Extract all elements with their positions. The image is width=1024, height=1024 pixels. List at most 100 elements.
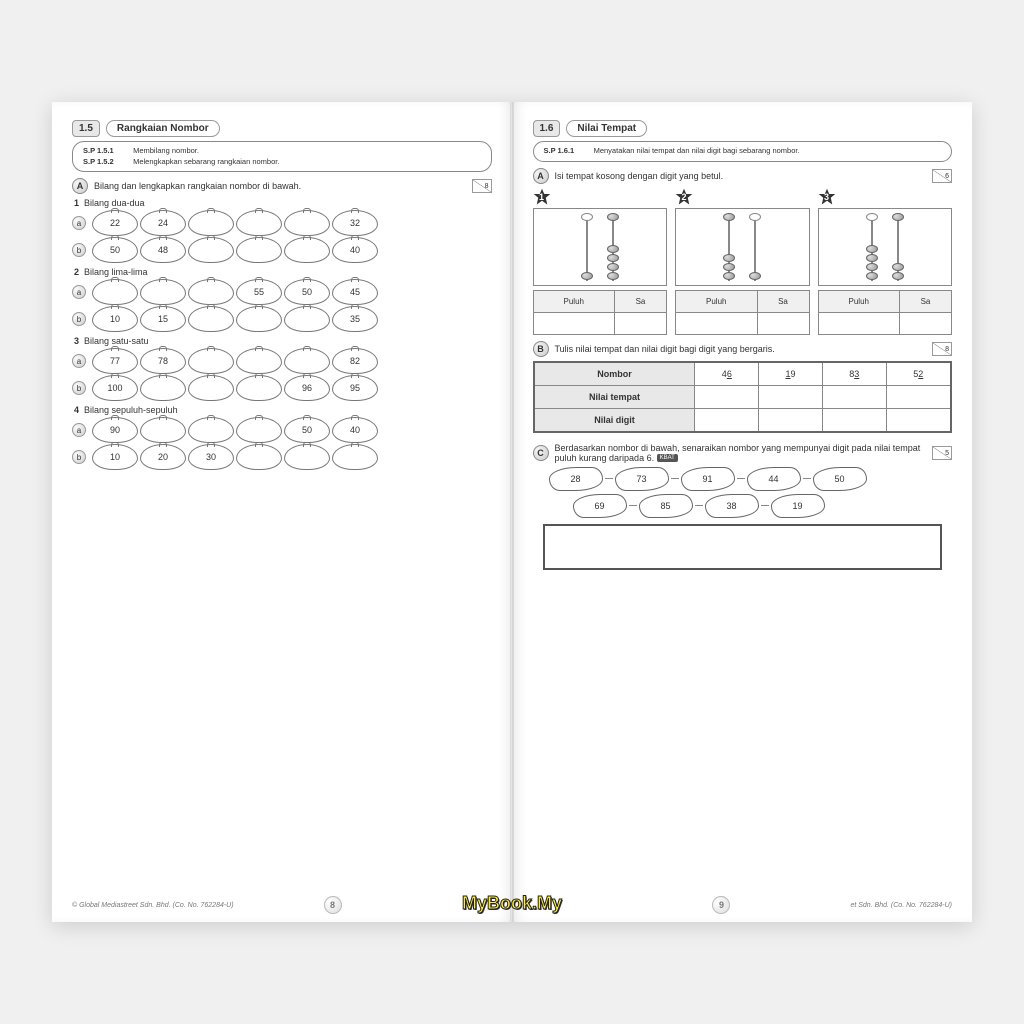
row-letter: b [72,450,86,464]
blank-cell [759,408,823,432]
number-shape: 22 [92,210,138,236]
standards-box: S.P 1.6.1 Menyatakan nilai tempat dan ni… [533,141,953,162]
number-shape [284,306,330,332]
row-letter: b [72,312,86,326]
blank-cell [676,312,758,334]
row-letter: a [72,354,86,368]
row-label: Nilai tempat [534,385,695,408]
header-cell: Puluh [676,290,758,312]
number-shape [236,417,282,443]
copyright: © Global Mediastreet Sdn. Bhd. (Co. No. … [72,902,234,909]
group-title: 1 Bilang dua-dua [74,198,492,208]
abacus-rod [722,213,736,281]
number-cell: 52 [886,362,951,386]
row-letter: b [72,243,86,257]
abacus-bead [866,213,878,221]
group-title: 3 Bilang satu-satu [74,336,492,346]
number-shape [236,237,282,263]
abacus-bead [581,272,593,280]
row-letter: a [72,285,86,299]
book-spread: 1.5 Rangkaian Nombor S.P 1.5.1 Membilang… [52,102,972,922]
task-a-header: A Isi tempat kosong dengan digit yang be… [533,168,953,184]
number-shape [188,306,234,332]
number-shape [188,279,234,305]
number-shape: 15 [140,306,186,332]
number-row: b1009695 [72,375,492,401]
abacus-bead [723,263,735,271]
blank-cell [886,408,951,432]
leaf-row: 2873914450 [549,467,953,491]
abacus-box [675,208,810,286]
number-shape [140,375,186,401]
watermark: MyBook.My [462,893,562,914]
section-title: Rangkaian Nombor [106,120,220,137]
number-shape [236,444,282,470]
task-instruction: Bilang dan lengkapkan rangkaian nombor d… [94,181,466,191]
number-shape: 50 [284,417,330,443]
page-number: 8 [324,896,342,914]
abacus-item: 1PuluhSa [533,188,668,335]
row-letter: b [72,381,86,395]
question-group: 1 Bilang dua-duaa222432b504840 [72,198,492,263]
leaf-shape: 73 [615,467,669,491]
page-footer: © Global Mediastreet Sdn. Bhd. (Co. No. … [72,896,492,914]
number-shape [236,210,282,236]
number-shape: 10 [92,444,138,470]
task-letter: B [533,341,549,357]
number-shape: 82 [332,348,378,374]
section-title: Nilai Tempat [566,120,647,137]
task-instruction: Berdasarkan nombor di bawah, senaraikan … [555,443,927,463]
task-letter: A [533,168,549,184]
task-b-header: B Tulis nilai tempat dan nilai digit bag… [533,341,953,357]
row-label: Nilai digit [534,408,695,432]
blank-cell [822,408,886,432]
value-table: Nombor 46 19 83 52 Nilai tempat Nilai di… [533,361,953,433]
number-cell: 46 [695,362,759,386]
header-cell: Puluh [818,290,900,312]
answer-box [543,524,943,570]
abacus-bead [866,272,878,280]
number-shape [332,444,378,470]
abacus-bead [749,272,761,280]
number-shape: 90 [92,417,138,443]
abacus-item: 3PuluhSa [818,188,953,335]
section-number: 1.5 [72,120,100,137]
question-group: 2 Bilang lima-limaa555045b101535 [72,267,492,332]
sp-code: S.P 1.6.1 [544,146,592,157]
number-shape [188,375,234,401]
standards-box: S.P 1.5.1 Membilang nombor. S.P 1.5.2 Me… [72,141,492,172]
abacus-bead [607,263,619,271]
number-row: a555045 [72,279,492,305]
task-letter: C [533,445,549,461]
row-letter: a [72,216,86,230]
question-group: 3 Bilang satu-satu a777882b1009695 [72,336,492,401]
leaf-shape: 44 [747,467,801,491]
header-cell: Sa [757,290,809,312]
blank-cell [886,385,951,408]
abacus-bead [723,254,735,262]
abacus-box [818,208,953,286]
kbat-badge: KBAT [657,454,678,462]
header-cell: Sa [615,290,667,312]
number-shape: 40 [332,417,378,443]
blank-cell [757,312,809,334]
score-box: 8 [472,179,492,193]
abacus-rod [865,213,879,281]
score-box: 8 [932,342,952,356]
score-box: 5 [932,446,952,460]
abacus-bead [749,213,761,221]
sp-text: Melengkapkan sebarang rangkaian nombor. [133,157,279,166]
task-instruction: Isi tempat kosong dengan digit yang betu… [555,171,927,181]
task-a-header: A Bilang dan lengkapkan rangkaian nombor… [72,178,492,194]
number-shape [284,210,330,236]
number-shape [140,417,186,443]
abacus-bead [892,263,904,271]
header-cell: Puluh [533,290,615,312]
number-row: a777882 [72,348,492,374]
leaf-shape: 38 [705,494,759,518]
leaf-shape: 19 [771,494,825,518]
number-shape [92,279,138,305]
number-shape [188,237,234,263]
abacus-bead [866,245,878,253]
sp-text: Menyatakan nilai tempat dan nilai digit … [594,146,800,155]
